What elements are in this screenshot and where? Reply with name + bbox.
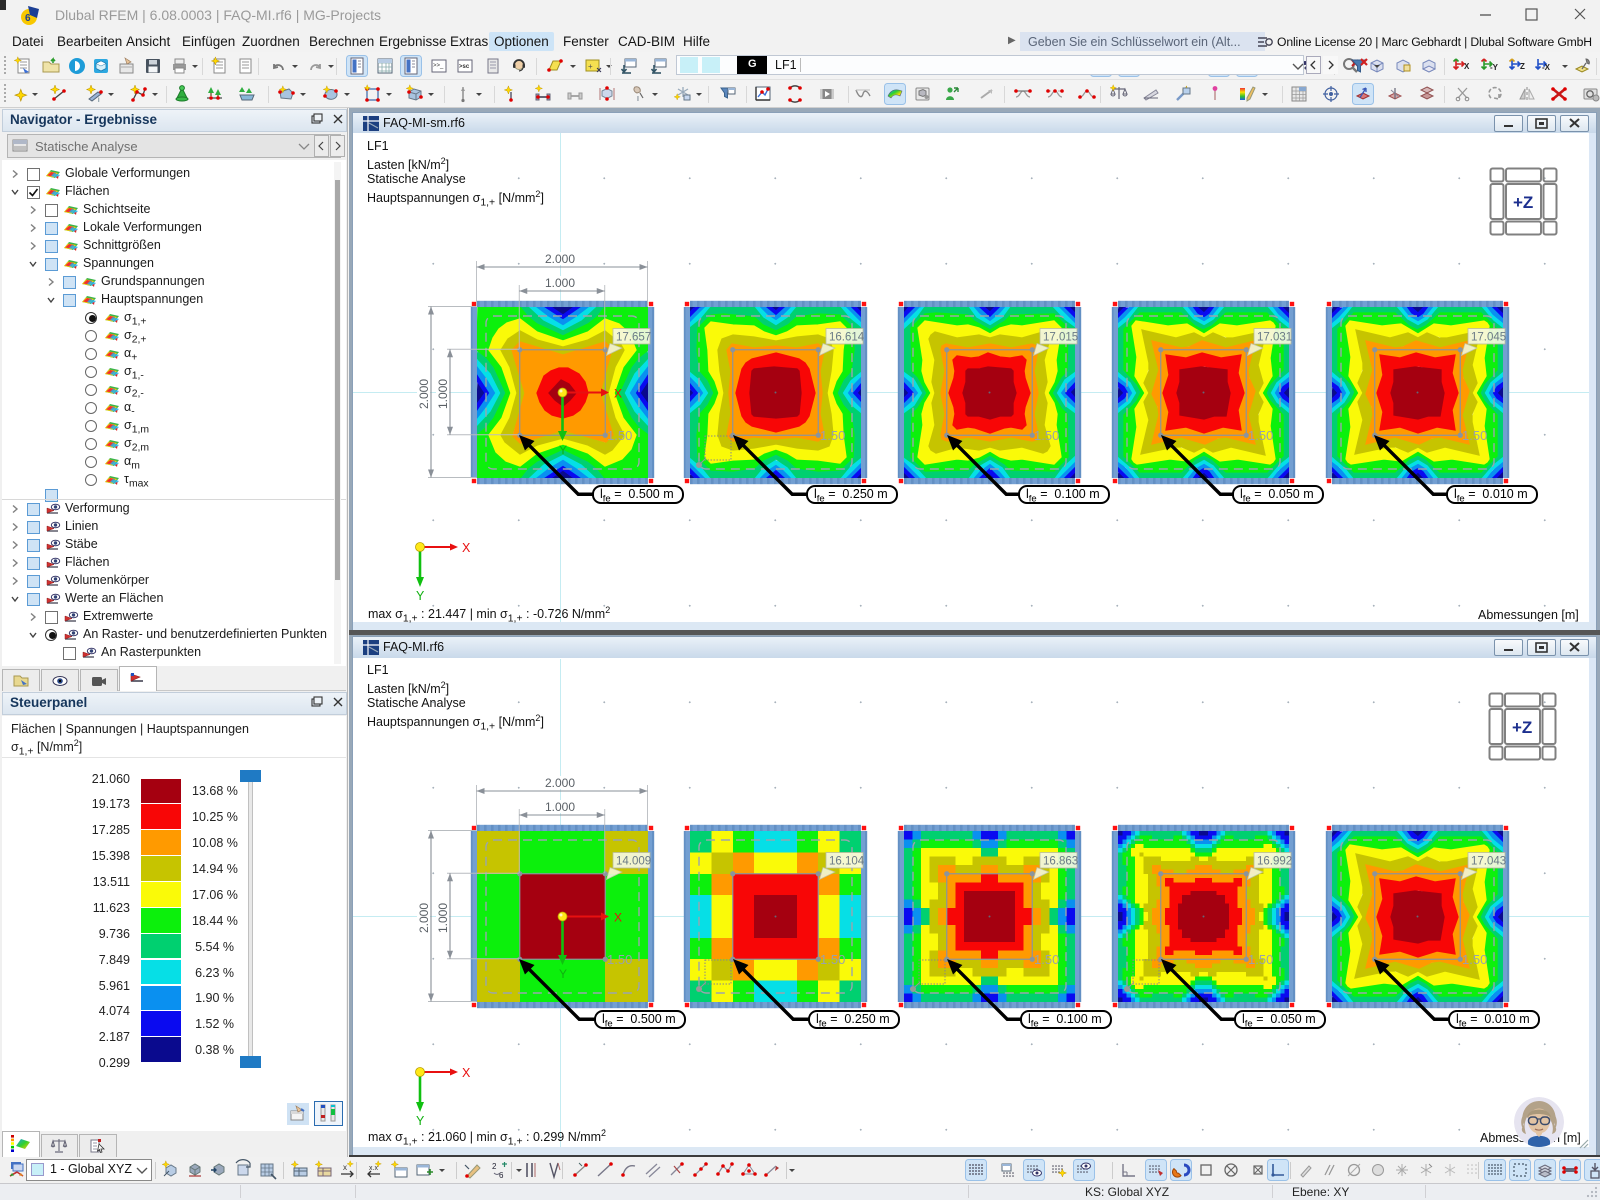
svg-text:1.000: 1.000	[545, 800, 575, 814]
svg-text:1.50: 1.50	[1034, 428, 1059, 443]
svg-text:6: 6	[25, 13, 31, 24]
svg-text:16.104: 16.104	[829, 855, 865, 867]
svg-text:Y: Y	[559, 443, 567, 457]
svg-text:6: 6	[499, 1171, 504, 1180]
svg-text:+: +	[588, 62, 593, 71]
svg-text:Y: Y	[416, 589, 425, 603]
svg-text:Y: Y	[559, 967, 567, 981]
svg-text:2: 2	[492, 1162, 497, 1171]
svg-text:1.50: 1.50	[607, 952, 632, 967]
svg-text:2.000: 2.000	[417, 379, 431, 409]
svg-text:17.043: 17.043	[1471, 855, 1506, 867]
svg-text:17.031: 17.031	[1257, 331, 1292, 343]
svg-text:X: X	[614, 910, 622, 924]
svg-text:>>_: >>_	[433, 63, 444, 69]
svg-text:1.50: 1.50	[1034, 952, 1059, 967]
svg-text:X: X	[1464, 62, 1470, 71]
svg-text:+Z: +Z	[1513, 193, 1533, 212]
svg-text:X: X	[462, 1066, 471, 1080]
svg-text:x: x	[343, 1163, 347, 1172]
svg-text:14.009: 14.009	[616, 855, 651, 867]
svg-text:1.000: 1.000	[436, 903, 450, 933]
svg-text:17.657: 17.657	[616, 331, 651, 343]
svg-text:17.045: 17.045	[1471, 331, 1506, 343]
svg-text:I: I	[637, 96, 639, 103]
svg-text:1.50: 1.50	[1462, 428, 1487, 443]
svg-text:1.50: 1.50	[607, 428, 632, 443]
svg-text:Y: Y	[416, 1114, 425, 1128]
svg-text:2.000: 2.000	[545, 252, 575, 266]
svg-text:-X: -X	[1542, 63, 1551, 72]
svg-text:1.50: 1.50	[1248, 428, 1273, 443]
svg-text:16.992: 16.992	[1257, 855, 1292, 867]
svg-text:1.000: 1.000	[436, 379, 450, 409]
svg-text:1.000: 1.000	[545, 276, 575, 290]
svg-text:16.614: 16.614	[829, 331, 865, 343]
svg-text:1.50: 1.50	[1462, 952, 1487, 967]
svg-text:X: X	[614, 386, 622, 400]
svg-text:>sc: >sc	[459, 64, 470, 70]
svg-text:-Y: -Y	[1490, 63, 1499, 72]
svg-text:x.x: x.x	[369, 1165, 378, 1172]
svg-text:1.50: 1.50	[820, 952, 845, 967]
svg-text:17.015: 17.015	[1043, 331, 1078, 343]
svg-text:2.000: 2.000	[417, 903, 431, 933]
svg-text:Z: Z	[1520, 62, 1525, 71]
svg-text:X: X	[462, 541, 471, 555]
svg-text:1.50: 1.50	[820, 428, 845, 443]
svg-text:1.50: 1.50	[1248, 952, 1273, 967]
svg-text:+Z: +Z	[1512, 718, 1532, 737]
svg-text:I: I	[98, 98, 100, 104]
svg-text:2.000: 2.000	[545, 776, 575, 790]
svg-text:16.863: 16.863	[1043, 855, 1078, 867]
